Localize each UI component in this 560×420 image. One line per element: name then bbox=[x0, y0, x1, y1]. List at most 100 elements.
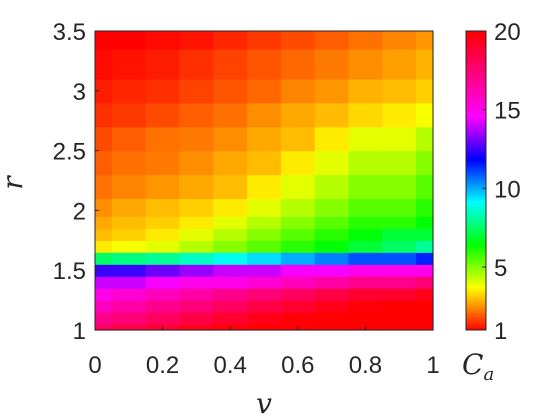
heatmap-cell bbox=[247, 276, 282, 289]
heatmap-cell bbox=[213, 48, 248, 80]
heatmap-cell bbox=[179, 240, 214, 253]
colorbar-segment bbox=[466, 90, 486, 94]
colorbar-tick-label: 20 bbox=[494, 19, 521, 46]
colorbar-segment bbox=[466, 327, 486, 331]
heatmap-cell bbox=[348, 31, 383, 50]
colorbar-segment bbox=[466, 58, 486, 62]
x-tick-label: 0 bbox=[88, 352, 101, 379]
heatmap-cell bbox=[95, 126, 113, 152]
heatmap-cell bbox=[213, 150, 248, 176]
heatmap-cell bbox=[179, 126, 214, 152]
x-tick-label: 0.6 bbox=[281, 352, 314, 379]
heatmap-cell bbox=[213, 78, 248, 104]
heatmap-cell bbox=[145, 150, 181, 176]
heatmap-cell bbox=[145, 31, 181, 50]
colorbar-segment bbox=[466, 163, 486, 167]
heatmap-cell bbox=[348, 312, 383, 325]
colorbar-segment bbox=[466, 50, 486, 54]
colorbar-segment bbox=[466, 95, 486, 99]
colorbar-segment bbox=[466, 115, 486, 119]
heatmap-cell bbox=[111, 228, 147, 241]
heatmap-cell bbox=[382, 102, 417, 128]
heatmap-cell bbox=[348, 276, 383, 289]
colorbar-segment bbox=[466, 227, 486, 231]
heatmap-cell bbox=[179, 174, 214, 200]
colorbar-segment bbox=[466, 252, 486, 256]
heatmap-cell bbox=[145, 240, 181, 253]
heatmap-cell bbox=[95, 312, 113, 325]
heatmap-cell bbox=[247, 216, 282, 229]
heatmap-cell bbox=[247, 48, 282, 80]
colorbar-segment bbox=[466, 75, 486, 79]
heatmap-cell bbox=[247, 300, 282, 313]
heatmap-cell bbox=[95, 150, 113, 176]
colorbar-segment bbox=[466, 148, 486, 152]
colorbar-segment bbox=[466, 40, 486, 44]
colorbar-segment bbox=[466, 70, 486, 74]
heatmap-cell bbox=[314, 324, 350, 331]
colorbar-segment bbox=[466, 135, 486, 139]
colorbar-segment bbox=[466, 31, 486, 34]
colorbar-segment bbox=[466, 210, 486, 214]
heatmap-cell bbox=[111, 324, 147, 331]
colorbar-segment bbox=[466, 325, 486, 329]
colorbar-segment bbox=[466, 310, 486, 314]
heatmap-cell bbox=[111, 150, 147, 176]
heatmap-cell bbox=[416, 240, 434, 253]
heatmap-cell bbox=[348, 240, 383, 253]
heatmap-cell bbox=[348, 48, 383, 80]
colorbar-segment bbox=[466, 133, 486, 137]
heatmap-cell bbox=[213, 216, 248, 229]
colorbar-segment bbox=[466, 85, 486, 89]
heatmap-cell bbox=[382, 324, 417, 331]
colorbar-segment bbox=[466, 38, 486, 42]
heatmap-cell bbox=[213, 198, 248, 217]
colorbar-segment bbox=[466, 197, 486, 201]
colorbar-segment bbox=[466, 165, 486, 169]
heatmap-cell bbox=[111, 31, 147, 50]
heatmap-cell bbox=[280, 31, 316, 50]
colorbar-segment bbox=[466, 192, 486, 196]
heatmap-cell bbox=[95, 276, 113, 289]
x-axis-ticks: 0 0.2 0.4 0.6 0.8 1 bbox=[88, 326, 440, 379]
colorbar-segment bbox=[466, 317, 486, 321]
heatmap-cell bbox=[314, 102, 350, 128]
colorbar-segment bbox=[466, 143, 486, 147]
heatmap-cell bbox=[314, 198, 350, 217]
colorbar-segment bbox=[466, 170, 486, 174]
colorbar-segment bbox=[466, 307, 486, 311]
colorbar-segment bbox=[466, 145, 486, 149]
colorbar-segment bbox=[466, 212, 486, 216]
colorbar-tick-label: 15 bbox=[494, 98, 521, 125]
colorbar-segment bbox=[466, 168, 486, 172]
colorbar-segment bbox=[466, 277, 486, 281]
colorbar-segment bbox=[466, 43, 486, 47]
colorbar-segment bbox=[466, 280, 486, 284]
heatmap-cell bbox=[416, 31, 434, 50]
heatmap-cell bbox=[111, 276, 147, 289]
heatmap-cell bbox=[111, 102, 147, 128]
heatmap-cell bbox=[348, 198, 383, 217]
heatmap-cell bbox=[314, 31, 350, 50]
colorbar-segment bbox=[466, 33, 486, 37]
heatmap-cell bbox=[416, 276, 434, 289]
x-axis-title: v bbox=[256, 387, 272, 420]
heatmap-cell bbox=[145, 264, 181, 277]
heatmap-cell bbox=[280, 300, 316, 313]
colorbar-segment bbox=[466, 300, 486, 304]
colorbar-segment bbox=[466, 275, 486, 279]
colorbar-segment bbox=[466, 108, 486, 112]
heatmap-cell bbox=[111, 300, 147, 313]
colorbar-segment bbox=[466, 180, 486, 184]
heatmap-cell bbox=[314, 264, 350, 277]
colorbar-segment bbox=[466, 262, 486, 266]
heatmap-cell bbox=[213, 102, 248, 128]
heatmap-cell bbox=[416, 288, 434, 301]
colorbar-segment bbox=[466, 257, 486, 261]
colorbar-segment bbox=[466, 113, 486, 117]
colorbar-segment bbox=[466, 247, 486, 251]
colorbar-segment bbox=[466, 48, 486, 52]
heatmap-cell bbox=[382, 174, 417, 200]
heatmap-cell bbox=[111, 312, 147, 325]
